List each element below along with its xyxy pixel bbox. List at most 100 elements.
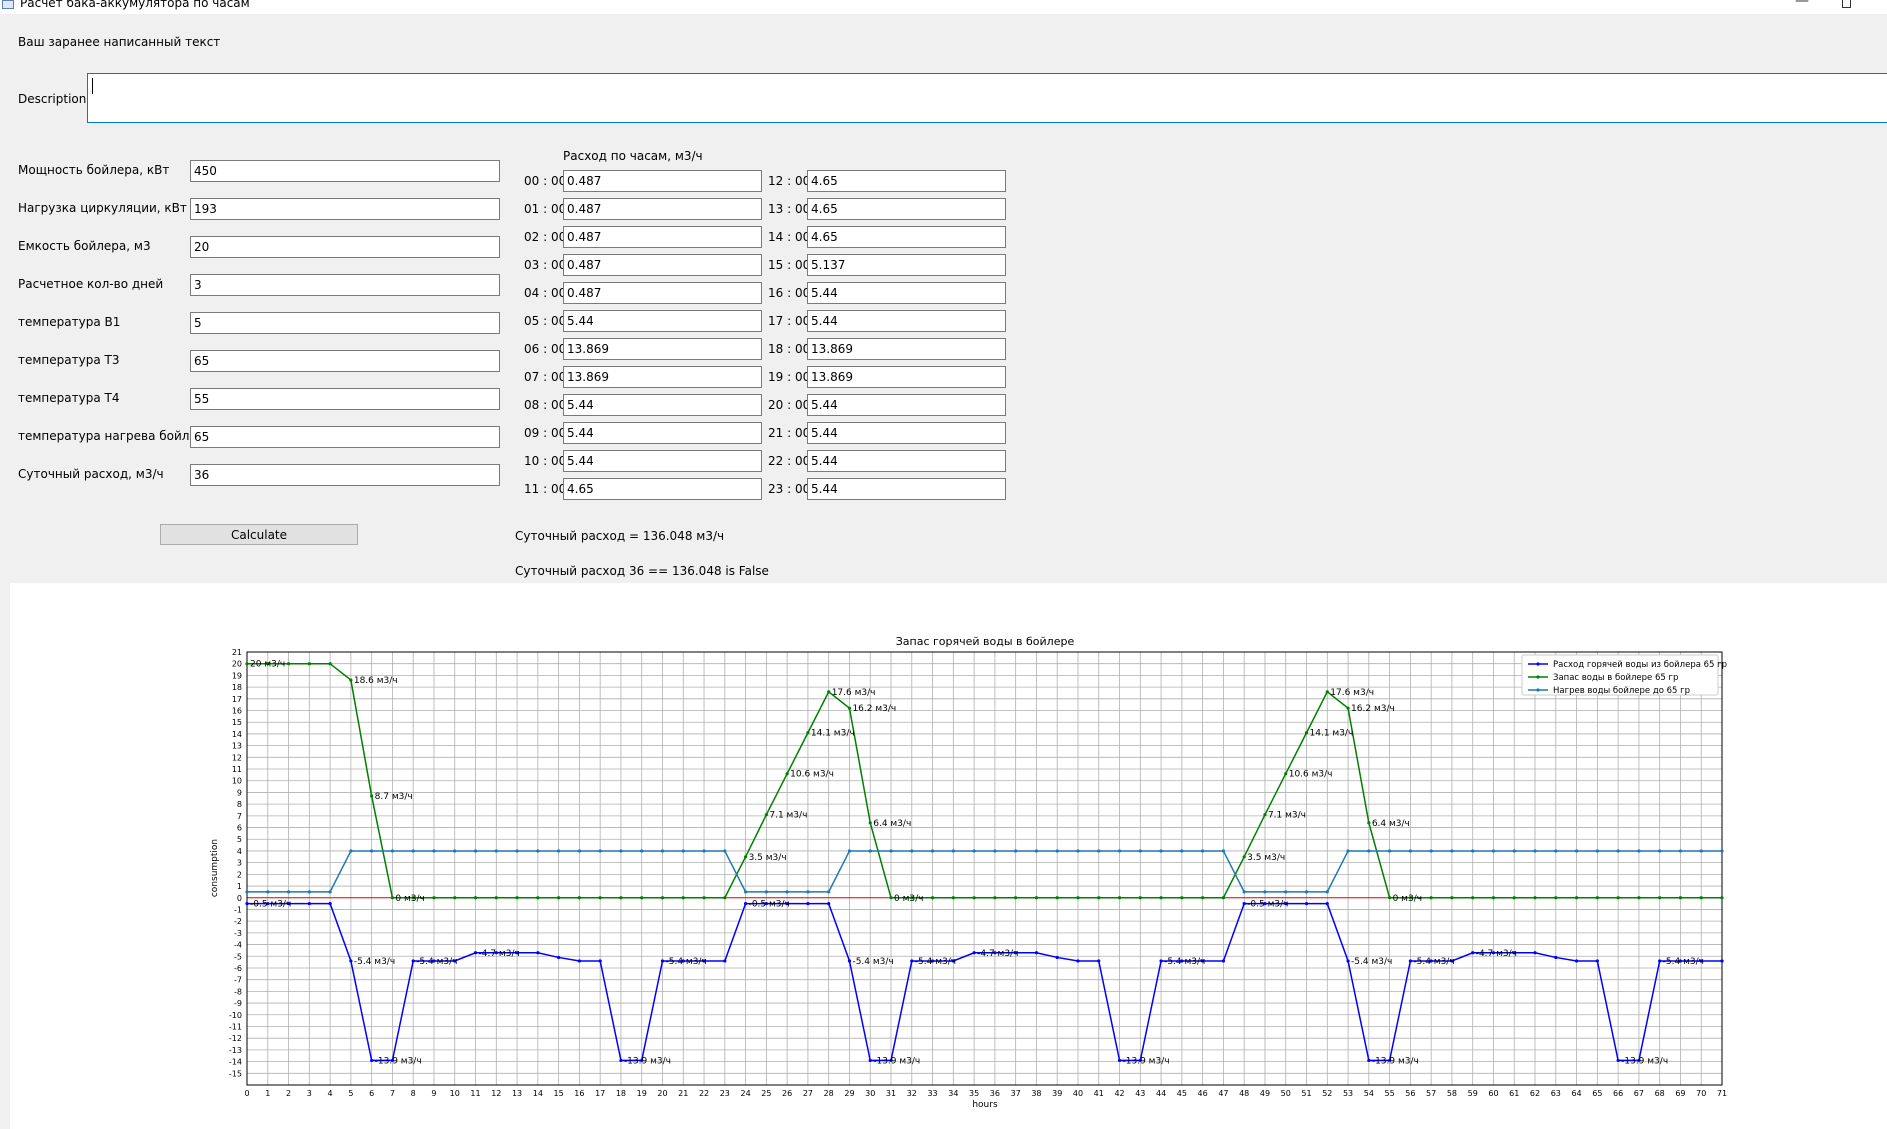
hour-input[interactable] <box>563 226 762 248</box>
y-tick-label: 2 <box>237 870 242 879</box>
series-point-2 <box>1533 849 1537 853</box>
y-tick-label: -3 <box>234 929 242 938</box>
series-point-0 <box>972 951 976 955</box>
description-input[interactable] <box>87 73 1887 123</box>
x-tick-label: 24 <box>740 1089 750 1098</box>
x-tick-label: 66 <box>1613 1089 1623 1098</box>
x-tick-label: 26 <box>782 1089 792 1098</box>
series-point-1 <box>972 896 976 900</box>
x-tick-label: 53 <box>1343 1089 1353 1098</box>
series-point-1 <box>930 896 935 900</box>
hour-input[interactable] <box>563 394 762 416</box>
chart-title: Запас горячей воды в бойлере <box>896 635 1075 648</box>
param-input[interactable] <box>190 160 500 182</box>
hour-input[interactable] <box>563 422 762 444</box>
hour-input[interactable] <box>807 338 1006 360</box>
series-point-0 <box>1284 902 1288 906</box>
x-tick-label: 14 <box>533 1089 543 1098</box>
series-point-2 <box>328 890 332 894</box>
y-tick-label: -14 <box>229 1058 242 1067</box>
y-tick-label: -4 <box>234 941 242 950</box>
hour-input[interactable] <box>807 170 1006 192</box>
hour-input[interactable] <box>807 422 1006 444</box>
hour-input[interactable] <box>563 198 762 220</box>
series-point-2 <box>1346 849 1350 853</box>
series-point-0 <box>1325 902 1329 906</box>
hour-label: 21 : 00 <box>768 426 811 440</box>
maximize-icon[interactable] <box>1842 0 1851 8</box>
hour-input[interactable] <box>807 254 1006 276</box>
hour-input[interactable] <box>807 226 1006 248</box>
series-point-2 <box>598 849 602 853</box>
series-point-0 <box>1595 959 1599 963</box>
series-point-0 <box>889 1058 893 1063</box>
y-tick-label: -10 <box>229 1011 242 1020</box>
hour-input[interactable] <box>807 282 1006 304</box>
hour-input[interactable] <box>807 310 1006 332</box>
series-point-2 <box>1325 890 1329 894</box>
x-tick-label: 8 <box>411 1089 416 1098</box>
x-tick-label: 1 <box>265 1089 270 1098</box>
hour-label: 01 : 00 <box>524 202 567 216</box>
hour-input[interactable] <box>563 338 762 360</box>
series-point-2 <box>1471 849 1475 853</box>
calculate-button[interactable]: Calculate <box>160 524 358 545</box>
hour-input[interactable] <box>807 366 1006 388</box>
series-point-2 <box>743 890 748 894</box>
series-point-0 <box>1491 951 1496 955</box>
param-input[interactable] <box>190 426 500 448</box>
hour-input[interactable] <box>807 478 1006 500</box>
series-point-1 <box>1699 896 1703 900</box>
x-tick-label: 18 <box>616 1089 626 1098</box>
series-point-0 <box>286 902 291 906</box>
minimize-button[interactable]: — <box>1795 0 1809 9</box>
series-point-2 <box>660 849 665 853</box>
series-point-1 <box>1304 731 1309 735</box>
legend-marker <box>1536 675 1540 679</box>
x-tick-label: 38 <box>1031 1089 1041 1098</box>
hour-label: 11 : 00 <box>524 482 567 496</box>
param-input[interactable] <box>190 464 500 486</box>
param-input[interactable] <box>190 198 500 220</box>
hour-input[interactable] <box>807 198 1006 220</box>
param-input[interactable] <box>190 388 500 410</box>
hour-input[interactable] <box>807 450 1006 472</box>
param-input[interactable] <box>190 312 500 334</box>
hour-label: 09 : 00 <box>524 426 567 440</box>
y-tick-label: -1 <box>234 905 242 914</box>
hour-input[interactable] <box>563 282 762 304</box>
param-label: Мощность бойлера, кВт <box>18 163 170 177</box>
hour-input[interactable] <box>563 450 762 472</box>
series-point-0 <box>1055 955 1059 960</box>
param-label: температура Т4 <box>18 391 120 405</box>
x-tick-label: 25 <box>761 1089 771 1098</box>
param-input[interactable] <box>190 274 500 296</box>
param-input[interactable] <box>190 350 500 372</box>
hour-input[interactable] <box>563 170 762 192</box>
x-tick-label: 13 <box>512 1089 522 1098</box>
hourly-header: Расход по часам, м3/ч <box>563 149 703 163</box>
x-tick-label: 20 <box>657 1089 667 1098</box>
y-tick-label: -7 <box>234 976 242 985</box>
series-point-2 <box>1554 849 1558 853</box>
x-tick-label: 7 <box>390 1089 395 1098</box>
series-point-0 <box>1201 959 1205 963</box>
series-point-2 <box>536 849 540 853</box>
hour-label: 07 : 00 <box>524 370 567 384</box>
series-point-1 <box>1429 896 1433 900</box>
hour-input[interactable] <box>563 478 762 500</box>
x-tick-label: 41 <box>1094 1089 1104 1098</box>
hour-input[interactable] <box>563 366 762 388</box>
series-point-2 <box>1242 890 1246 894</box>
series-point-2 <box>1076 849 1080 853</box>
hour-input[interactable] <box>563 254 762 276</box>
x-tick-label: 56 <box>1405 1089 1415 1098</box>
hour-input[interactable] <box>563 310 762 332</box>
x-tick-label: 22 <box>699 1089 709 1098</box>
series-point-0 <box>494 951 498 955</box>
param-label: Суточный расход, м3/ч <box>18 467 164 481</box>
series-point-2 <box>1429 849 1433 853</box>
param-input[interactable] <box>190 236 500 258</box>
series-point-0 <box>910 959 914 963</box>
hour-input[interactable] <box>807 394 1006 416</box>
